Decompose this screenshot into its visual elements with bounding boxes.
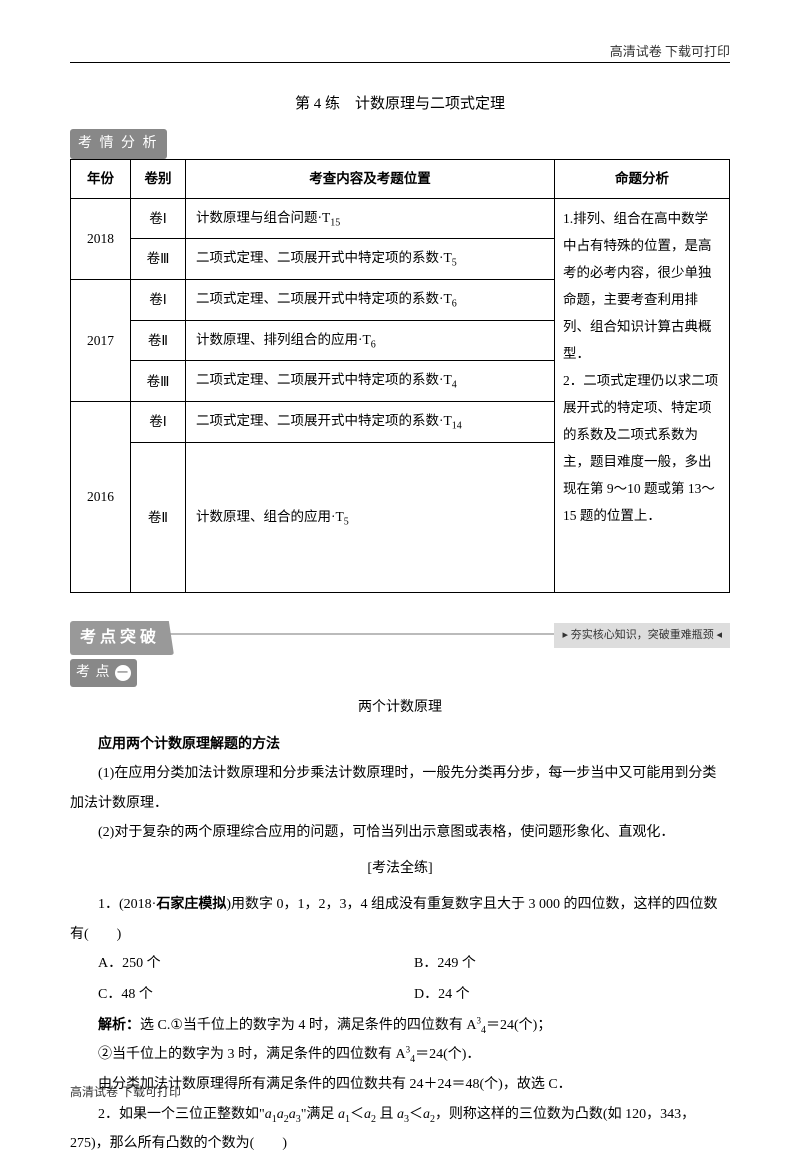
practice-label: [考法全练] bbox=[70, 856, 730, 883]
q2-a: 2．如果一个三位正整数如" bbox=[98, 1107, 265, 1122]
q2-and: 且 bbox=[376, 1107, 397, 1122]
cell-analysis: 1.排列、组合在高中数学中占有特殊的位置，是高考的必考内容，很少单独命题，主要考… bbox=[555, 198, 730, 592]
cell-vol: 卷Ⅲ bbox=[131, 239, 186, 280]
q2-c1b: a bbox=[364, 1107, 371, 1122]
cell-content: 二项式定理、二项展开式中特定项的系数·T14 bbox=[186, 402, 555, 443]
cell-vol: 卷Ⅰ bbox=[131, 402, 186, 443]
kaodian-label: 考 点 bbox=[76, 665, 111, 680]
q1-optC: C．48 个 bbox=[98, 980, 414, 1011]
header-right-text: 高清试卷 下载可打印 bbox=[610, 40, 730, 65]
content-sub: 4 bbox=[452, 380, 457, 391]
q2-var1: a bbox=[265, 1107, 272, 1122]
content-sub: 6 bbox=[452, 299, 457, 310]
cell-vol: 卷Ⅲ bbox=[131, 361, 186, 402]
cell-content: 计数原理、组合的应用·T5 bbox=[186, 442, 555, 592]
cell-content: 计数原理、排列组合的应用·T6 bbox=[186, 320, 555, 361]
q1-stem-a: 1．(2018· bbox=[98, 897, 156, 912]
cell-content: 二项式定理、二项展开式中特定项的系数·T6 bbox=[186, 280, 555, 321]
content-text: 计数原理、组合的应用·T bbox=[196, 509, 344, 524]
q1-sol-label: 解析： bbox=[98, 1018, 140, 1033]
th-year: 年份 bbox=[71, 160, 131, 199]
content-text: 二项式定理、二项展开式中特定项的系数·T bbox=[196, 372, 452, 387]
q1-sol-b: ②当千位上的数字为 3 时，满足条件的四位数有 A bbox=[98, 1047, 406, 1062]
q2-lt2: ＜ bbox=[409, 1107, 423, 1122]
cell-vol: 卷Ⅱ bbox=[131, 442, 186, 592]
content-sub: 14 bbox=[452, 421, 462, 432]
q2-c1a: a bbox=[338, 1107, 345, 1122]
q1-options-row1: A．250 个 B．249 个 bbox=[98, 949, 730, 980]
q1-sol-a-tail: ＝24(个)； bbox=[486, 1018, 551, 1033]
method-p2: (2)对于复杂的两个原理综合应用的问题，可恰当列出示意图或表格，使问题形象化、直… bbox=[70, 818, 730, 847]
cell-vol: 卷Ⅱ bbox=[131, 320, 186, 361]
q1-optA: A．250 个 bbox=[98, 949, 414, 980]
q1-stem: 1．(2018·石家庄模拟)用数字 0，1，2，3，4 组成没有重复数字且大于 … bbox=[70, 890, 730, 949]
header-rule bbox=[70, 62, 730, 63]
q1-source: 石家庄模拟 bbox=[156, 897, 226, 912]
chapter-title: 第 4 练 计数原理与二项式定理 bbox=[70, 90, 730, 119]
cell-year: 2017 bbox=[71, 280, 131, 402]
cell-content: 二项式定理、二项展开式中特定项的系数·T5 bbox=[186, 239, 555, 280]
method-p1: (1)在应用分类加法计数原理和分步乘法计数原理时，一般先分类再分步，每一步当中又… bbox=[70, 759, 730, 818]
bt-left-label: 考点突破 bbox=[70, 621, 174, 655]
q2-mid: "满足 bbox=[301, 1107, 338, 1122]
cell-content: 二项式定理、二项展开式中特定项的系数·T4 bbox=[186, 361, 555, 402]
cell-year: 2016 bbox=[71, 402, 131, 593]
analysis-table: 年份 卷别 考查内容及考题位置 命题分析 2018 卷Ⅰ 计数原理与组合问题·T… bbox=[70, 159, 730, 593]
q1-optD: D．24 个 bbox=[414, 980, 730, 1011]
badge-analysis: 考 情 分 析 bbox=[70, 129, 167, 160]
method-title: 应用两个计数原理解题的方法 bbox=[70, 730, 730, 759]
cell-content: 计数原理与组合问题·T15 bbox=[186, 198, 555, 239]
q2-var2: a bbox=[277, 1107, 284, 1122]
content-text: 计数原理与组合问题·T bbox=[196, 210, 330, 225]
q1-sol-line2: ②当千位上的数字为 3 时，满足条件的四位数有 A34＝24(个)． bbox=[70, 1040, 730, 1070]
q2-var3: a bbox=[289, 1107, 296, 1122]
kaodian-number: 一 bbox=[115, 665, 131, 681]
content-sub: 6 bbox=[371, 339, 376, 350]
q1-sol-a: 选 C.①当千位上的数字为 4 时，满足条件的四位数有 A bbox=[140, 1018, 477, 1033]
q2-c2b: a bbox=[423, 1107, 430, 1122]
footer-text: 高清试卷 下载可打印 bbox=[70, 1081, 181, 1104]
bt-right-label: ▸ 夯实核心知识，突破重难瓶颈 ◂ bbox=[554, 623, 730, 648]
subtitle: 两个计数原理 bbox=[70, 695, 730, 722]
kaodian-badge: 考 点 一 bbox=[70, 659, 137, 688]
q1-optB: B．249 个 bbox=[414, 949, 730, 980]
content-sub: 15 bbox=[330, 217, 340, 228]
analysis-badge-wrap: 考 情 分 析 bbox=[70, 129, 730, 160]
content-sub: 5 bbox=[452, 258, 457, 269]
content-text: 计数原理、排列组合的应用·T bbox=[196, 332, 371, 347]
content-sub: 5 bbox=[344, 516, 349, 527]
th-vol: 卷别 bbox=[131, 160, 186, 199]
content-text: 二项式定理、二项展开式中特定项的系数·T bbox=[196, 291, 452, 306]
breakthrough-bar: 考点突破 ▸ 夯实核心知识，突破重难瓶颈 ◂ bbox=[70, 621, 730, 647]
cell-vol: 卷Ⅰ bbox=[131, 198, 186, 239]
q1-options-row2: C．48 个 D．24 个 bbox=[98, 980, 730, 1011]
table-header-row: 年份 卷别 考查内容及考题位置 命题分析 bbox=[71, 160, 730, 199]
q1-sol-b-tail: ＝24(个)． bbox=[415, 1047, 480, 1062]
q1-sol-line1: 解析：选 C.①当千位上的数字为 4 时，满足条件的四位数有 A34＝24(个)… bbox=[70, 1011, 730, 1041]
q2-stem: 2．如果一个三位正整数如"a1a2a3"满足 a1＜a2 且 a3＜a2，则称这… bbox=[70, 1100, 730, 1159]
th-content: 考查内容及考题位置 bbox=[186, 160, 555, 199]
th-analysis: 命题分析 bbox=[555, 160, 730, 199]
cell-vol: 卷Ⅰ bbox=[131, 280, 186, 321]
page-content: 第 4 练 计数原理与二项式定理 考 情 分 析 年份 卷别 考查内容及考题位置… bbox=[70, 90, 730, 1159]
content-text: 二项式定理、二项展开式中特定项的系数·T bbox=[196, 413, 452, 428]
table-row: 2018 卷Ⅰ 计数原理与组合问题·T15 1.排列、组合在高中数学中占有特殊的… bbox=[71, 198, 730, 239]
q2-lt1: ＜ bbox=[350, 1107, 364, 1122]
cell-year: 2018 bbox=[71, 198, 131, 279]
q2-c2a: a bbox=[397, 1107, 404, 1122]
content-text: 二项式定理、二项展开式中特定项的系数·T bbox=[196, 250, 452, 265]
